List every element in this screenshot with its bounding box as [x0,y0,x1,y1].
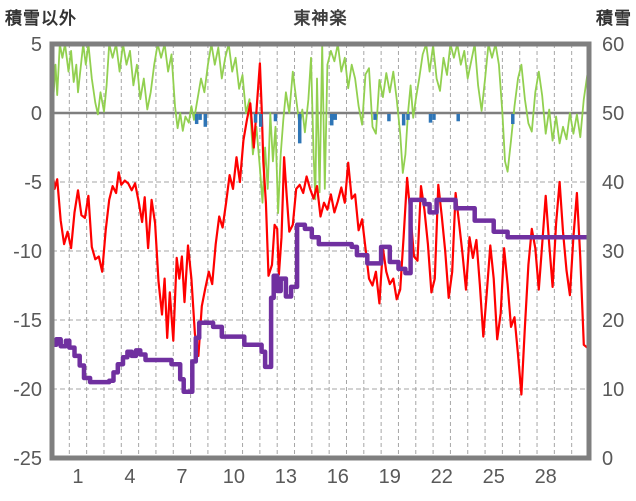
left-axis-tick-label: -5 [24,172,42,194]
right-axis-tick-label: 50 [602,103,624,125]
left-axis-tick-label: -25 [13,448,42,470]
x-axis-tick-label: 13 [275,466,297,488]
left-axis-tick-label: 0 [31,103,42,125]
x-axis-tick-label: 1 [72,466,83,488]
series-red-line-left-axis [50,62,589,396]
right-axis-tick-label: 20 [602,310,624,332]
x-axis-tick-label: 4 [124,466,135,488]
right-axis-tick-label: 0 [602,448,613,470]
right-axis-tick-label: 40 [602,172,624,194]
right-axis-tick-label: 30 [602,241,624,263]
x-axis-tick-label: 25 [483,466,505,488]
series-green-line-right-axis [52,43,589,214]
right-axis-title: 積雪 [596,9,632,28]
right-axis-tick-label: 10 [602,379,624,401]
x-axis-tick-label: 10 [223,466,245,488]
right-axis-tick-label: 60 [602,34,624,56]
x-axis-tick-label: 22 [431,466,453,488]
x-axis-tick-label: 7 [176,466,187,488]
left-axis-tick-label: -15 [13,310,42,332]
x-axis-tick-label: 19 [379,466,401,488]
left-axis-title: 積雪以外 [5,9,77,28]
x-axis-tick-label: 16 [327,466,349,488]
plot-border [49,41,592,461]
left-axis-tick-label: -20 [13,379,42,401]
chart-title: 東神楽 [293,9,348,28]
left-axis-tick-label: 5 [31,34,42,56]
series-purple-step-line-left-axis [49,197,592,395]
x-axis-tick-label: 28 [535,466,557,488]
left-axis-tick-label: -10 [13,241,42,263]
